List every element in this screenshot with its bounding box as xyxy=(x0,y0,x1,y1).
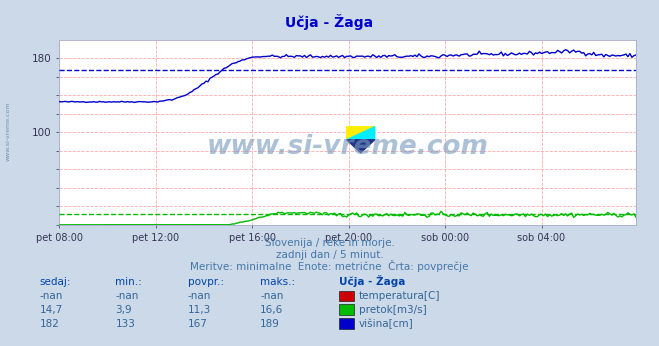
Text: 14,7: 14,7 xyxy=(40,305,63,315)
Text: 133: 133 xyxy=(115,319,135,329)
Text: Učja - Žaga: Učja - Žaga xyxy=(285,15,374,30)
Text: Učja - Žaga: Učja - Žaga xyxy=(339,275,406,288)
Text: Slovenija / reke in morje.: Slovenija / reke in morje. xyxy=(264,238,395,248)
Text: 167: 167 xyxy=(188,319,208,329)
Text: 11,3: 11,3 xyxy=(188,305,211,315)
Text: 182: 182 xyxy=(40,319,59,329)
Text: www.si-vreme.com: www.si-vreme.com xyxy=(207,134,488,160)
Polygon shape xyxy=(347,140,375,153)
Text: pretok[m3/s]: pretok[m3/s] xyxy=(359,305,427,315)
Text: zadnji dan / 5 minut.: zadnji dan / 5 minut. xyxy=(275,250,384,260)
Text: maks.:: maks.: xyxy=(260,277,295,288)
Text: -nan: -nan xyxy=(115,291,138,301)
Text: sedaj:: sedaj: xyxy=(40,277,71,288)
Text: višina[cm]: višina[cm] xyxy=(359,319,414,329)
Text: www.si-vreme.com: www.si-vreme.com xyxy=(5,102,11,161)
Text: -nan: -nan xyxy=(260,291,283,301)
Polygon shape xyxy=(347,127,375,140)
Polygon shape xyxy=(347,127,375,140)
Text: -nan: -nan xyxy=(188,291,211,301)
Text: 3,9: 3,9 xyxy=(115,305,132,315)
Text: 16,6: 16,6 xyxy=(260,305,283,315)
Text: temperatura[C]: temperatura[C] xyxy=(359,291,441,301)
Text: 189: 189 xyxy=(260,319,280,329)
Text: -nan: -nan xyxy=(40,291,63,301)
Text: Meritve: minimalne  Enote: metrične  Črta: povprečje: Meritve: minimalne Enote: metrične Črta:… xyxy=(190,260,469,272)
Text: povpr.:: povpr.: xyxy=(188,277,224,288)
Text: min.:: min.: xyxy=(115,277,142,288)
